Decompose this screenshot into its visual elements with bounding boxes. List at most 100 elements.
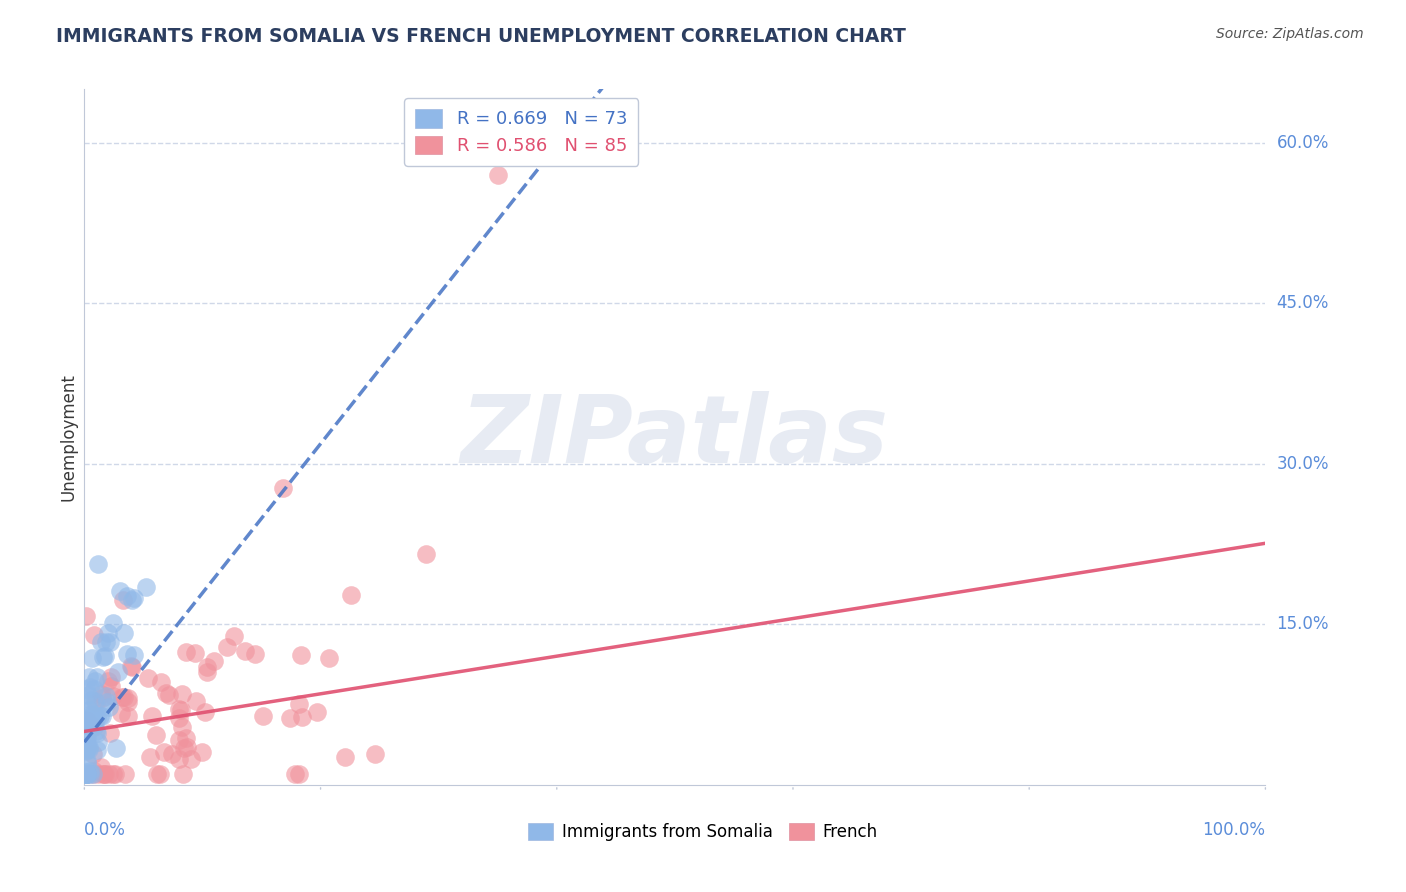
- French: [284, 766, 307, 780]
- Immigrants from Somalia: [90, 635, 112, 649]
- Immigrants from Somalia: [84, 718, 107, 732]
- French: [98, 726, 121, 740]
- French: [141, 708, 163, 723]
- French: [340, 588, 363, 602]
- Immigrants from Somalia: [79, 719, 101, 733]
- French: [100, 670, 122, 684]
- Immigrants from Somalia: [86, 670, 108, 684]
- Text: IMMIGRANTS FROM SOMALIA VS FRENCH UNEMPLOYMENT CORRELATION CHART: IMMIGRANTS FROM SOMALIA VS FRENCH UNEMPL…: [56, 27, 905, 45]
- Immigrants from Somalia: [75, 717, 97, 731]
- Text: 0.0%: 0.0%: [84, 821, 127, 838]
- French: [172, 687, 194, 701]
- Immigrants from Somalia: [76, 714, 98, 728]
- Immigrants from Somalia: [122, 591, 145, 605]
- Legend: R = 0.669   N = 73, R = 0.586   N = 85: R = 0.669 N = 73, R = 0.586 N = 85: [405, 98, 638, 166]
- Immigrants from Somalia: [77, 708, 100, 723]
- French: [75, 609, 97, 624]
- Immigrants from Somalia: [83, 694, 105, 708]
- French: [280, 711, 302, 725]
- Immigrants from Somalia: [82, 651, 104, 665]
- French: [271, 482, 294, 496]
- Immigrants from Somalia: [75, 767, 97, 781]
- French: [288, 767, 311, 781]
- Immigrants from Somalia: [75, 743, 97, 757]
- Immigrants from Somalia: [107, 665, 129, 679]
- French: [75, 715, 97, 730]
- French: [83, 628, 105, 642]
- Immigrants from Somalia: [94, 689, 117, 703]
- French: [139, 750, 162, 764]
- Text: 15.0%: 15.0%: [1277, 615, 1329, 633]
- French: [180, 752, 202, 766]
- French: [191, 745, 214, 759]
- French: [290, 648, 312, 662]
- French: [172, 720, 194, 734]
- French: [138, 671, 160, 685]
- French: [184, 694, 207, 708]
- Immigrants from Somalia: [83, 674, 105, 689]
- Immigrants from Somalia: [75, 765, 97, 780]
- Immigrants from Somalia: [105, 741, 128, 756]
- Immigrants from Somalia: [76, 767, 98, 781]
- French: [202, 654, 225, 668]
- Immigrants from Somalia: [89, 708, 111, 723]
- French: [103, 767, 125, 781]
- Immigrants from Somalia: [76, 767, 98, 781]
- French: [104, 767, 127, 781]
- Text: Source: ZipAtlas.com: Source: ZipAtlas.com: [1216, 27, 1364, 41]
- Text: 30.0%: 30.0%: [1277, 455, 1329, 473]
- Immigrants from Somalia: [96, 635, 118, 649]
- Immigrants from Somalia: [135, 580, 157, 594]
- Text: 45.0%: 45.0%: [1277, 294, 1329, 312]
- Immigrants from Somalia: [82, 706, 104, 721]
- Immigrants from Somalia: [76, 740, 98, 755]
- French: [333, 749, 356, 764]
- French: [77, 714, 100, 729]
- French: [233, 643, 256, 657]
- Legend: Immigrants from Somalia, French: Immigrants from Somalia, French: [522, 816, 884, 848]
- Immigrants from Somalia: [86, 735, 108, 749]
- Immigrants from Somalia: [77, 670, 100, 684]
- Text: 100.0%: 100.0%: [1202, 821, 1265, 838]
- French: [170, 703, 193, 717]
- French: [222, 629, 245, 643]
- French: [307, 705, 329, 719]
- Text: 60.0%: 60.0%: [1277, 134, 1329, 152]
- Immigrants from Somalia: [83, 681, 105, 696]
- French: [100, 679, 122, 693]
- French: [112, 593, 135, 607]
- French: [110, 690, 132, 705]
- French: [291, 710, 314, 724]
- French: [364, 747, 387, 761]
- Immigrants from Somalia: [82, 767, 104, 781]
- French: [84, 695, 107, 709]
- French: [97, 674, 120, 689]
- French: [174, 731, 197, 745]
- Immigrants from Somalia: [79, 681, 101, 695]
- French: [91, 691, 114, 706]
- French: [184, 646, 207, 660]
- French: [162, 747, 184, 761]
- French: [195, 665, 218, 679]
- Immigrants from Somalia: [91, 649, 114, 664]
- Immigrants from Somalia: [98, 700, 121, 714]
- French: [167, 702, 190, 716]
- Immigrants from Somalia: [79, 767, 101, 781]
- Text: ZIPatlas: ZIPatlas: [461, 391, 889, 483]
- Immigrants from Somalia: [96, 695, 118, 709]
- French: [94, 767, 117, 781]
- Immigrants from Somalia: [98, 635, 121, 649]
- Immigrants from Somalia: [79, 764, 101, 778]
- Immigrants from Somalia: [115, 647, 138, 661]
- French: [90, 759, 112, 773]
- French: [174, 645, 197, 659]
- French: [288, 697, 311, 711]
- Immigrants from Somalia: [77, 703, 100, 717]
- French: [415, 548, 437, 562]
- Immigrants from Somalia: [84, 723, 107, 738]
- French: [112, 690, 135, 704]
- French: [172, 767, 194, 781]
- French: [149, 675, 172, 690]
- Immigrants from Somalia: [86, 726, 108, 740]
- Immigrants from Somalia: [76, 767, 98, 781]
